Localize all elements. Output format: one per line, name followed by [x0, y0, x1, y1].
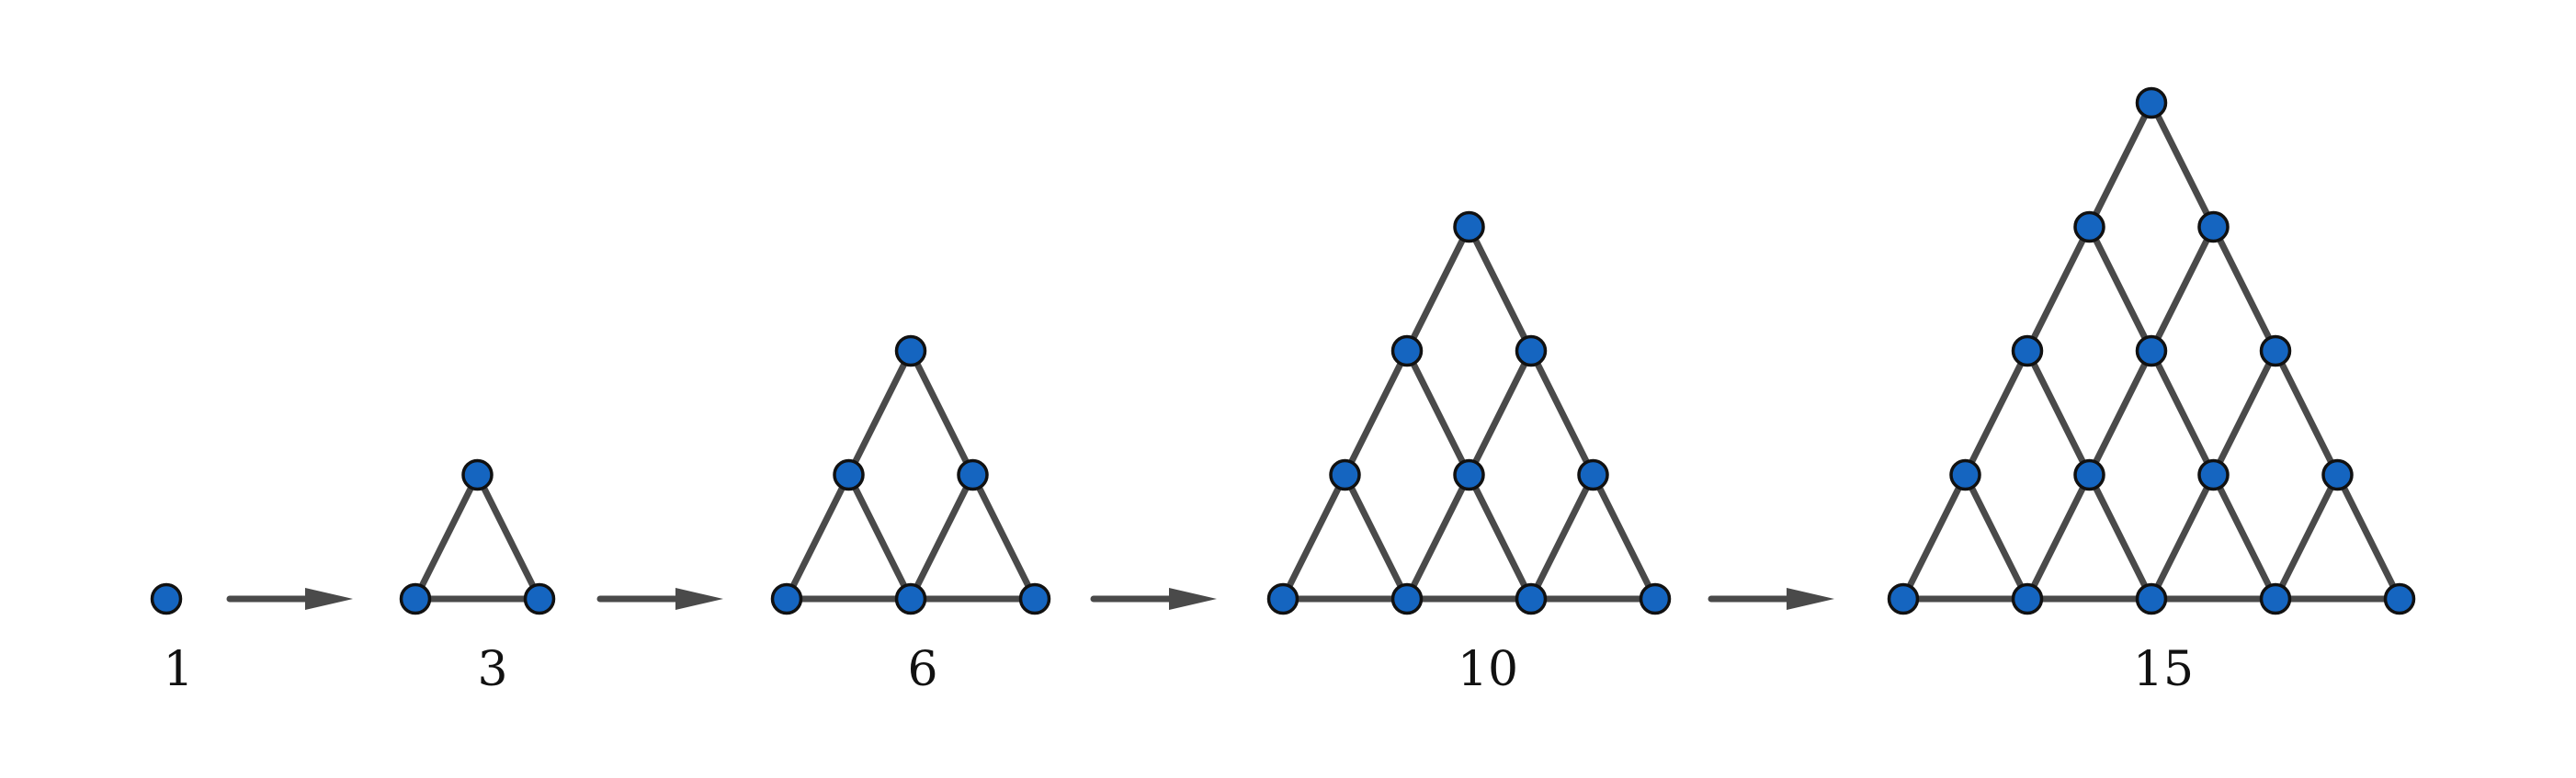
stage-4-left-edge [1403, 471, 1472, 603]
stage-5-node [1887, 582, 1920, 615]
stage-5-left-edge [2272, 471, 2341, 603]
stage-5-inner-edge [2024, 347, 2093, 479]
stage-5-left-edge [2086, 99, 2155, 231]
stage-4-node [1390, 582, 1424, 615]
arrow-1 [226, 588, 353, 610]
stage-5-left-edge [2148, 471, 2217, 603]
stage-5-inner-edge [2148, 347, 2217, 479]
stage-5-node [2383, 582, 2416, 615]
stage-5-left-edge [2210, 347, 2279, 479]
stage-5-inner-edge [2086, 223, 2155, 355]
stage-4-node [1453, 210, 1485, 243]
edges-layer [412, 99, 2403, 603]
stage-5-node [1949, 458, 1981, 491]
stage-3-inner-edge [845, 471, 914, 603]
arrow-4 [1708, 588, 1834, 610]
stage-1-node [150, 582, 183, 615]
stage-3-left-edge [783, 471, 852, 603]
stage-3-node [1018, 582, 1051, 615]
stage-4-node [1515, 334, 1548, 367]
stage-4-right-edge [1590, 471, 1659, 603]
arrow-3 [1090, 588, 1217, 610]
stage-4-inner-edge [1403, 347, 1472, 479]
stage-label-1: 1 [163, 642, 193, 697]
stage-5-node [2011, 582, 2044, 615]
stage-5-left-edge [2148, 223, 2217, 355]
stage-3-node [770, 582, 803, 615]
stage-5-node [2197, 210, 2230, 243]
stage-2-node [461, 458, 494, 491]
stage-4-left-edge [1403, 223, 1472, 355]
stage-5-left-edge [2086, 347, 2155, 479]
nodes-layer [150, 86, 2416, 615]
stage-2-left-edge [412, 471, 481, 603]
stage-3-right-edge [907, 347, 976, 479]
stage-4-inner-edge [1342, 471, 1411, 603]
stage-5-right-edge [2272, 347, 2341, 479]
stage-5-left-edge [1962, 347, 2031, 479]
stage-5-node [2321, 458, 2354, 491]
labels-layer: 1 3 6 10 15 [163, 642, 2194, 697]
stage-3-node [894, 334, 927, 367]
arrows-layer [226, 588, 1834, 610]
stage-5-node [2011, 334, 2044, 367]
stage-5-node [2135, 582, 2168, 615]
stage-label-3: 6 [907, 642, 937, 697]
stage-label-5: 15 [2133, 642, 2194, 697]
stage-5-node [2135, 86, 2168, 119]
stage-5-left-edge [1900, 471, 1969, 603]
stage-5-left-edge [2024, 223, 2093, 355]
stage-5-node [2259, 582, 2292, 615]
stage-5-inner-edge [2086, 471, 2155, 603]
stage-4-node [1577, 458, 1609, 491]
stage-label-2: 3 [477, 642, 507, 697]
stage-3-left-edge [845, 347, 914, 479]
stage-4-left-edge [1466, 347, 1535, 479]
stage-4-node [1515, 582, 1548, 615]
stage-4-right-edge [1466, 223, 1535, 355]
stage-4-node [1329, 458, 1361, 491]
stage-2-right-edge [474, 471, 543, 603]
stage-4-left-edge [1527, 471, 1596, 603]
stage-5-right-edge [2210, 223, 2279, 355]
stage-label-4: 10 [1458, 642, 1518, 697]
stage-4-left-edge [1342, 347, 1411, 479]
stage-5-node [2197, 458, 2230, 491]
stage-5-node [2073, 458, 2105, 491]
stage-2-node [399, 582, 432, 615]
stage-5-left-edge [2024, 471, 2093, 603]
stage-4-node [1266, 582, 1299, 615]
stage-5-right-edge [2148, 99, 2217, 231]
stage-5-inner-edge [1962, 471, 2031, 603]
stage-3-node [894, 582, 927, 615]
stage-5-right-edge [2334, 471, 2403, 603]
stage-4-left-edge [1279, 471, 1348, 603]
stage-3-right-edge [970, 471, 1038, 603]
stage-5-node [2073, 210, 2105, 243]
stage-4-node [1639, 582, 1672, 615]
arrow-2 [596, 588, 723, 610]
stage-5-node [2135, 334, 2168, 367]
stage-3-node [957, 458, 989, 491]
stage-3-node [833, 458, 865, 491]
stage-5-node [2259, 334, 2292, 367]
stage-4-inner-edge [1466, 471, 1535, 603]
stage-2-node [523, 582, 556, 615]
stage-4-node [1390, 334, 1424, 367]
stage-3-left-edge [907, 471, 976, 603]
stage-4-node [1453, 458, 1485, 491]
stage-5-inner-edge [2210, 471, 2279, 603]
stage-4-right-edge [1527, 347, 1596, 479]
